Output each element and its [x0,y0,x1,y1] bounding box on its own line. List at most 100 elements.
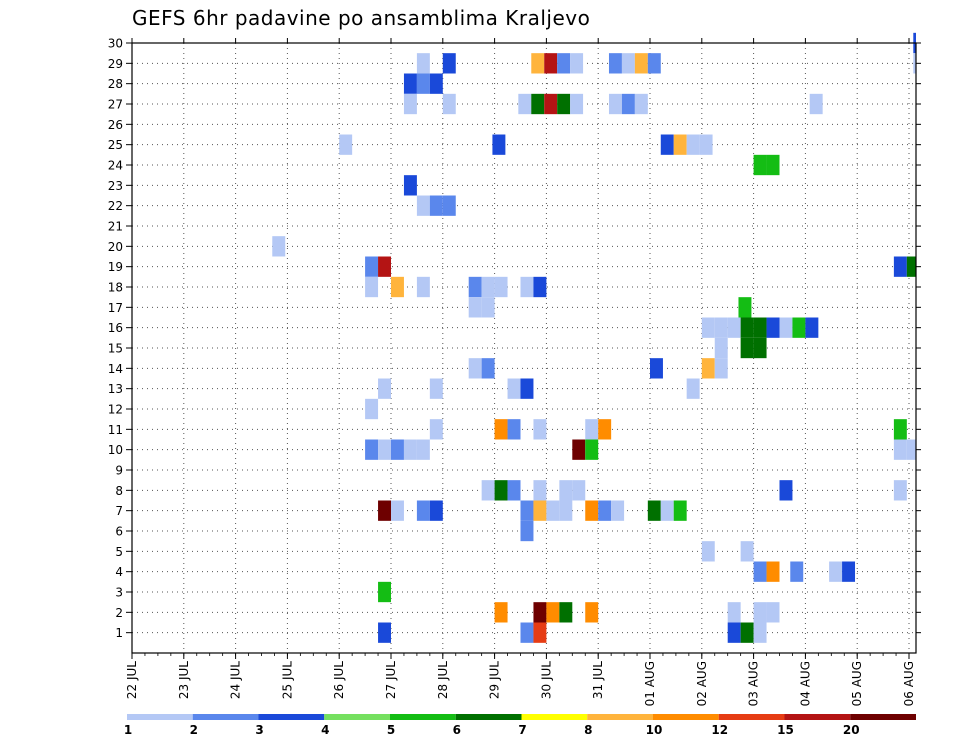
heat-cell [906,256,916,277]
x-tick-label: 30 JUL [539,661,553,699]
y-tick-label: 21 [108,220,123,234]
heat-cell [766,154,780,176]
heat-cell [701,358,715,379]
heat-cell [913,53,916,74]
heat-cell [403,73,417,94]
heat-cell [520,622,534,643]
y-tick-label: 24 [108,159,123,173]
heat-cell [559,480,573,501]
heat-cell [416,500,430,521]
heat-cell [520,378,534,399]
heat-cell [403,439,417,460]
y-tick-label: 8 [115,484,123,498]
legend-label: 20 [843,723,860,737]
y-tick-label: 3 [115,586,123,600]
heat-cell [714,317,728,338]
heat-cell [429,419,443,440]
x-tick-label: 01 AUG [643,661,657,706]
heat-cell [585,500,599,521]
heat-cell [442,195,456,216]
heat-cell [792,317,806,338]
heat-cell [403,93,417,115]
y-tick-label: 10 [108,443,123,457]
y-tick-label: 18 [108,281,123,295]
heat-cell [766,602,780,623]
heat-cell [611,500,625,521]
heat-cell [468,276,482,298]
heat-cell [673,500,687,521]
heat-cell [378,378,391,399]
heat-cell [429,500,443,521]
heat-cell [468,297,482,318]
y-tick-label: 4 [115,565,123,579]
legend-swatch [127,714,193,720]
heat-cell [809,93,823,115]
heat-cell [518,93,532,115]
legend-label: 1 [124,723,132,737]
heat-cell [378,581,391,603]
legend-label: 8 [584,723,592,737]
y-tick-label: 26 [108,118,123,132]
heat-cell [608,53,622,74]
heat-cell [598,419,612,440]
heat-cell [533,419,547,440]
heat-cell [546,602,560,623]
y-tick-label: 9 [115,464,123,478]
heat-cell [753,154,767,176]
heat-cell [570,53,584,74]
x-tick-label: 31 JUL [591,661,605,699]
heat-cell [727,622,741,643]
legend-label: 5 [387,723,395,737]
heat-cell [557,53,571,74]
heat-cell [272,236,286,257]
heat-cell [740,337,754,359]
heat-cell [520,500,534,521]
heat-cell [507,419,521,440]
legend-swatch [718,714,785,720]
heat-cell [766,317,780,338]
x-tick-label: 02 AUG [695,661,709,706]
y-tick-label: 17 [108,301,123,315]
y-tick-label: 22 [108,199,123,213]
chart-title: GEFS 6hr padavine po ansamblima Kraljevo [132,6,591,30]
heat-cell [533,622,547,643]
heat-cell [660,134,674,155]
heat-cell [391,439,404,460]
heat-cell [365,398,379,420]
heat-cell [429,378,443,399]
y-tick-label: 14 [108,362,123,376]
heat-cell [727,317,741,338]
heat-cell [572,480,586,501]
heat-cell [585,439,599,460]
legend-label: 7 [518,723,526,737]
heat-cell [544,53,558,74]
heat-cell [650,358,663,379]
heat-cell [531,53,545,74]
heat-cell [546,500,560,521]
x-tick-label: 29 JUL [488,661,502,699]
x-tick-label: 03 AUG [747,661,761,706]
heat-cell [378,622,391,643]
heat-cell [520,276,534,298]
x-tick-label: 06 AUG [902,661,916,706]
heat-cell [727,602,741,623]
heat-cell [481,276,495,298]
y-tick-label: 1 [115,626,123,640]
heat-cell [416,53,430,74]
legend-swatch [784,714,851,720]
y-tick-label: 20 [108,240,123,254]
x-tick-label: 04 AUG [798,661,812,706]
y-tick-label: 15 [108,342,123,356]
heat-cell [753,561,767,582]
heat-cell [893,419,907,440]
heat-cell [740,317,754,338]
x-tick-label: 25 JUL [280,661,294,699]
heat-cell [494,276,508,298]
heat-cell [544,93,558,115]
heat-cell [520,520,534,542]
heat-cell [740,541,754,562]
heat-cell [378,500,391,521]
heat-cell [378,439,391,460]
heat-cell [481,358,495,379]
heat-cell [559,602,573,623]
